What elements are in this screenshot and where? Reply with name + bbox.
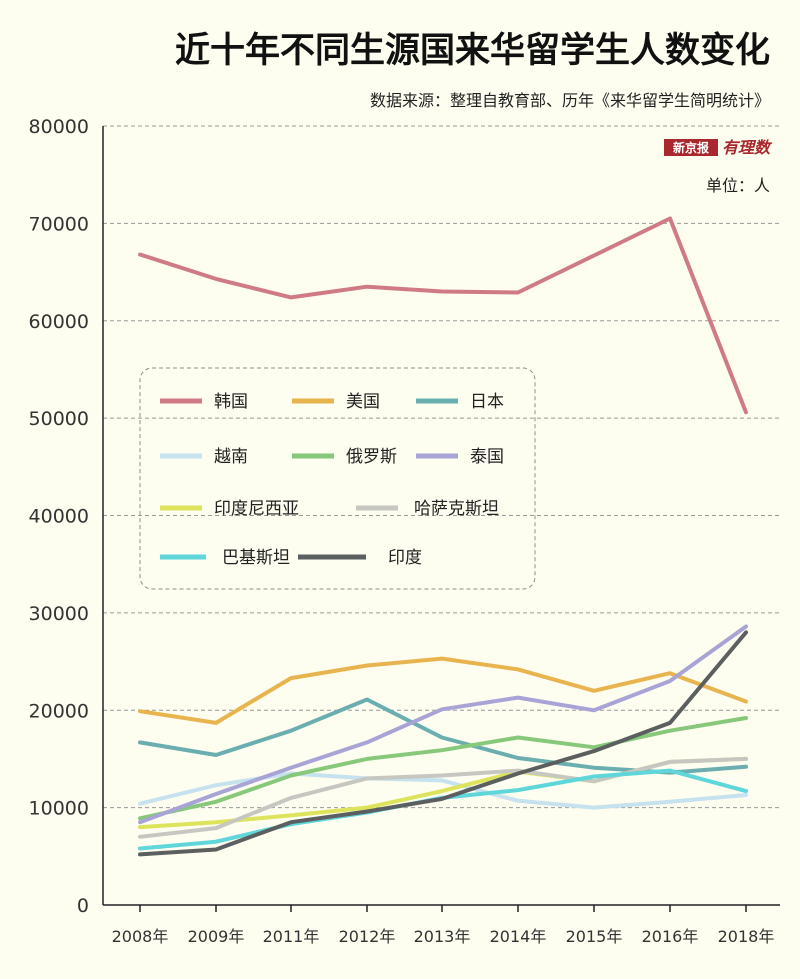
- series-line-印度尼西亚: [138, 756, 748, 830]
- y-tick-label: 70000: [29, 213, 89, 235]
- logo-tag: 有理数: [722, 138, 773, 157]
- legend-label: 韩国: [214, 392, 248, 412]
- legend-label: 泰国: [470, 447, 504, 467]
- unit-label: 单位：人: [706, 176, 770, 195]
- series-line-俄罗斯: [138, 716, 748, 821]
- legend-label: 哈萨克斯坦: [414, 499, 499, 519]
- legend-label: 印度尼西亚: [214, 499, 299, 519]
- legend-label: 俄罗斯: [346, 447, 397, 467]
- y-tick-label: 30000: [29, 603, 89, 625]
- series-line-哈萨克斯坦: [138, 756, 748, 839]
- y-tick-label: 80000: [29, 116, 89, 138]
- y-tick-label: 20000: [29, 700, 89, 722]
- chart-title: 近十年不同生源国来华留学生人数变化: [175, 30, 770, 71]
- y-tick-label: 0: [77, 895, 89, 917]
- legend-label: 印度: [388, 548, 422, 568]
- series-line-印度: [138, 630, 748, 857]
- x-tick-label: 2016年: [642, 927, 699, 946]
- logo: 新京报 有理数: [664, 138, 773, 157]
- axes: 0 10000 20000 30000 40000 50000 60000 70000 8000…: [29, 116, 780, 946]
- x-tick-label: 2014年: [490, 927, 547, 946]
- y-tick-label: 40000: [29, 506, 89, 528]
- x-tick-label: 2011年: [263, 927, 320, 946]
- logo-brand-box: [664, 139, 718, 156]
- x-tick-label: 2015年: [566, 927, 623, 946]
- legend-label: 日本: [470, 392, 504, 412]
- x-tick-label: 2013年: [414, 927, 471, 946]
- legend-label: 越南: [214, 447, 248, 467]
- x-tick-label: 2018年: [718, 927, 775, 946]
- legend-label: 美国: [346, 392, 380, 412]
- y-tick-label: 60000: [29, 311, 89, 333]
- series-line-韩国: [138, 216, 748, 415]
- y-tick-label: 10000: [29, 798, 89, 820]
- legend-box: [139, 367, 536, 590]
- series-line-美国: [138, 656, 748, 725]
- y-tick-label: 50000: [29, 408, 89, 430]
- legend-label: 巴基斯坦: [222, 548, 290, 568]
- series-line-泰国: [138, 624, 748, 825]
- logo-brand: 新京报: [673, 140, 709, 155]
- grid: [103, 125, 780, 809]
- chart-subtitle: 数据来源：整理自教育部、历年《来华留学生简明统计》: [370, 91, 770, 110]
- x-tick-label: 2012年: [339, 927, 396, 946]
- series-line-越南: [138, 771, 748, 810]
- series-lines: [138, 216, 748, 857]
- x-tick-label: 2008年: [112, 927, 169, 946]
- x-tick-label: 2009年: [188, 927, 245, 946]
